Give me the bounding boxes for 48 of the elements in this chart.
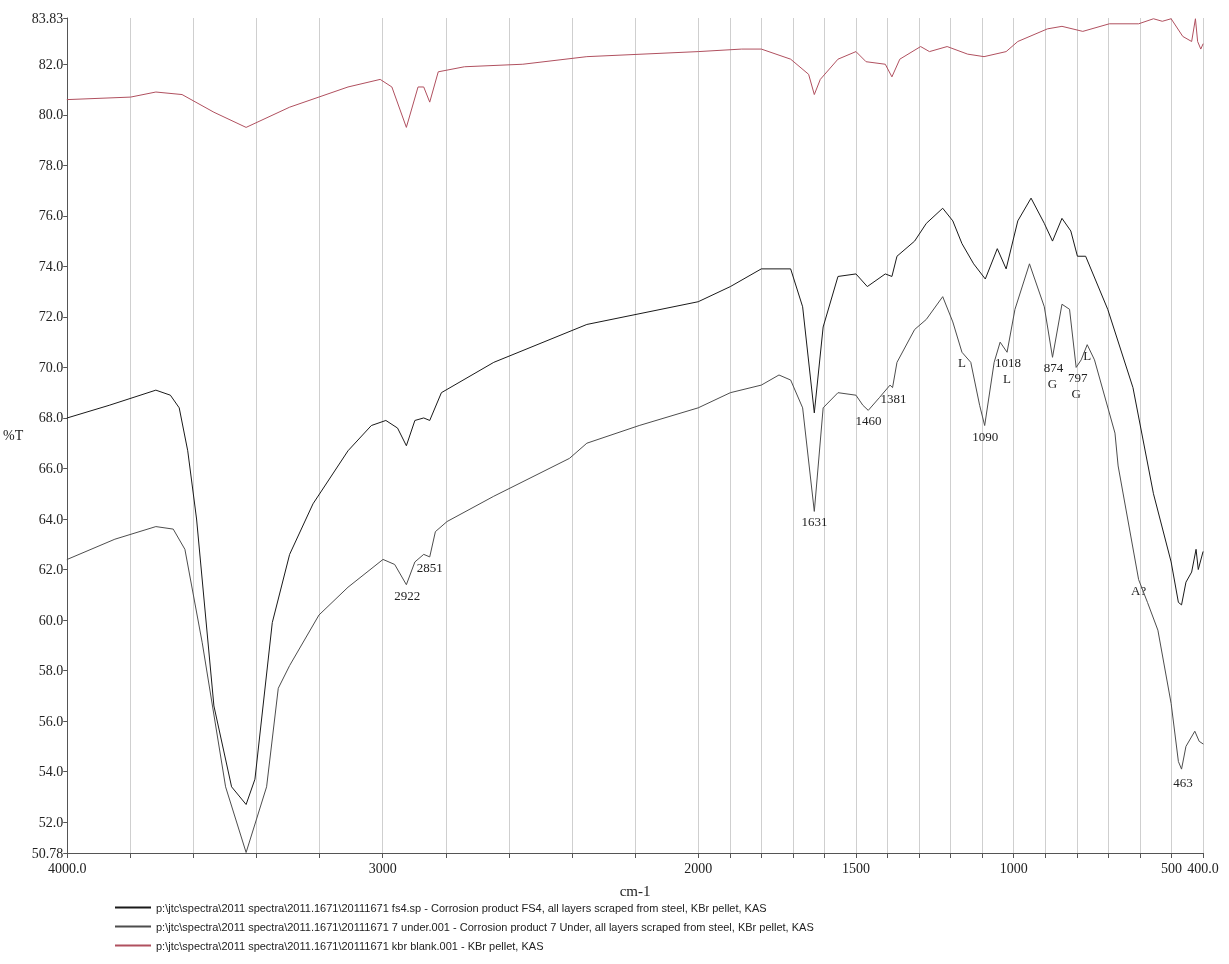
x-axis-title: cm-1 — [619, 882, 651, 899]
x-tick-label: 1000 — [999, 860, 1028, 876]
y-tick-label: 83.83 — [31, 10, 64, 26]
y-tick-label: 58.0 — [38, 663, 64, 679]
x-tick-label: 500 — [1160, 860, 1182, 876]
annotation: L — [1083, 347, 1092, 363]
annotation: 2851 — [416, 559, 443, 575]
x-tick-label: 2000 — [684, 860, 713, 876]
y-axis-title: %T — [3, 428, 24, 443]
y-tick-label: 50.78 — [31, 845, 64, 861]
annotation: A? — [1131, 582, 1147, 598]
annotation: L — [1003, 371, 1012, 387]
annotation: 2922 — [394, 587, 421, 603]
y-tick-label: 56.0 — [38, 713, 64, 729]
y-tick-label: 64.0 — [38, 511, 64, 527]
annotation: 1631 — [801, 514, 828, 530]
annotation: 874 — [1043, 360, 1064, 376]
y-tick-label: 74.0 — [38, 258, 64, 274]
annotation: G — [1047, 376, 1058, 392]
annotation: G — [1071, 386, 1081, 402]
x-tick-label: 4000.0 — [47, 860, 87, 876]
annotation: 1381 — [880, 390, 907, 406]
y-tick-label: 76.0 — [38, 208, 64, 224]
legend-label: p:\jtc\spectra\2011 spectra\2011.1671\20111671 kbr blank.001 - KBr pellet, KAS — [156, 939, 544, 952]
y-tick-label: 54.0 — [38, 764, 64, 780]
y-tick-label: 68.0 — [38, 410, 64, 426]
y-tick-label: 80.0 — [38, 107, 64, 123]
y-tick-label: 66.0 — [38, 460, 64, 476]
y-tick-label: 60.0 — [38, 612, 64, 628]
x-tick-label: 1500 — [841, 860, 870, 876]
annotation: L — [957, 355, 966, 371]
annotation: 797 — [1068, 370, 1088, 386]
annotation: 1090 — [972, 428, 999, 444]
line-series — [66, 197, 1204, 805]
y-tick-label: 62.0 — [38, 562, 64, 578]
legend-label: p:\jtc\spectra\2011 spectra\2011.1671\20111671 7 under.001 - Corrosion product 7 Under, all layers scraped from steel, KBr pellet, KAS — [156, 920, 814, 933]
y-tick-label: 72.0 — [38, 309, 64, 325]
annotation: 1018 — [995, 355, 1022, 371]
legend-label: p:\jtc\spectra\2011 spectra\2011.1671\20111671 fs4.sp - Corrosion product FS4, all layers scraped from steel, KBr pellet, KAS — [156, 901, 767, 914]
annotation: 463 — [1173, 774, 1193, 790]
x-tick-label: 3000 — [368, 860, 397, 876]
y-tick-label: 78.0 — [38, 157, 64, 173]
y-tick-label: 52.0 — [38, 814, 64, 830]
annotation: 1460 — [855, 413, 882, 429]
y-tick-label: 70.0 — [38, 359, 64, 375]
y-tick-label: 82.0 — [38, 56, 64, 72]
line-series — [66, 18, 1204, 128]
x-tick-label: 400.0 — [1187, 860, 1219, 876]
